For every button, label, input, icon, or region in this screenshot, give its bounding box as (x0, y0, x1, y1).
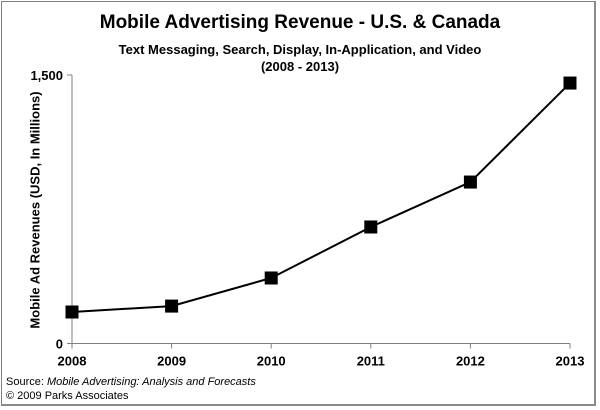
chart-frame (1, 1, 596, 406)
data-point-marker (264, 271, 278, 285)
data-point-marker (463, 175, 477, 189)
data-point-marker (65, 305, 79, 319)
y-tick-label: 1,500 (30, 68, 63, 83)
x-tick-label: 2010 (257, 354, 286, 369)
chart-date-range: (2008 - 2013) (260, 59, 340, 74)
source-prefix: Source: (6, 376, 47, 388)
data-point-marker (563, 76, 577, 90)
series-line (71, 82, 571, 313)
chart-title: Mobile Advertising Revenue - U.S. & Cana… (99, 12, 501, 33)
copyright-note: © 2009 Parks Associates (6, 390, 129, 402)
chart-subtitle: Text Messaging, Search, Display, In-Appl… (118, 42, 482, 57)
x-tick-label: 2012 (456, 354, 485, 369)
y-tick-label: 0 (56, 337, 63, 352)
x-tick-label: 2011 (357, 354, 385, 369)
data-point-marker (364, 220, 378, 234)
data-point-marker (165, 299, 179, 313)
x-tick-label: 2008 (58, 354, 87, 369)
source-title: Mobile Advertising: Analysis and Forecas… (46, 376, 256, 388)
x-tick-label: 2013 (556, 354, 585, 369)
x-tick-label: 2009 (157, 354, 186, 369)
source-note: Source: Mobile Advertising: Analysis and… (6, 376, 256, 388)
